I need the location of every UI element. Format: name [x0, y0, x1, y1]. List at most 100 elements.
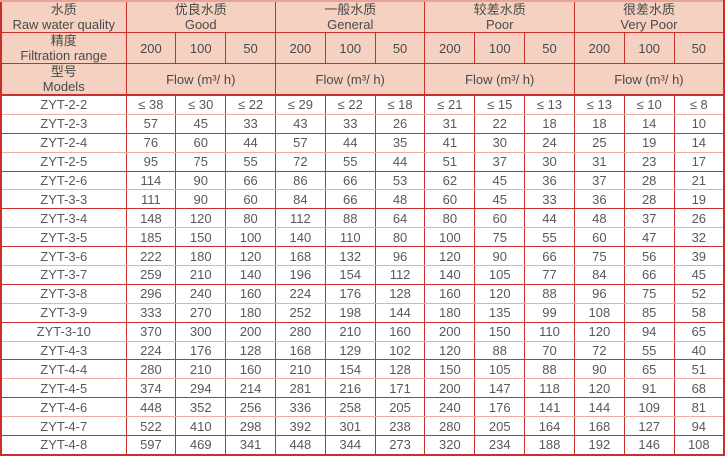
flow-value-cell: 298 [225, 416, 276, 437]
flow-value-cell: 141 [524, 397, 575, 418]
header-flow-label: Flow (m³/ h) [573, 63, 725, 96]
header-row-micron: 精度 Filtration range 200 100 50 200 100 5… [0, 32, 725, 64]
header-group-very-poor-zh: 很差水质 [622, 2, 675, 17]
table-row: ZYT-3-8 296 240 160 224 176 128 160 120 88 96 75 52 [0, 283, 725, 304]
flow-value-cell: 33 [524, 189, 575, 210]
flow-value-cell: 33 [225, 113, 276, 134]
flow-value-cell: 80 [225, 208, 276, 229]
flow-value-cell: 198 [324, 302, 376, 323]
flow-value-cell: ≤ 18 [374, 94, 426, 115]
flow-value-cell: 99 [524, 302, 575, 323]
header-group-good-en: Good [184, 17, 217, 32]
flow-value-cell: 88 [524, 359, 575, 380]
flow-value-cell: 22 [474, 113, 526, 134]
table-row: ZYT-3-9 333 270 180 252 198 144 180 135 99 108 85 58 [0, 302, 725, 323]
flow-value-cell: 100 [225, 227, 276, 248]
flow-value-cell: 341 [225, 435, 276, 456]
table-row: ZYT-4-5 374 294 214 281 216 171 200 147 118 120 91 6… [0, 378, 725, 399]
flow-value-cell: 132 [324, 246, 376, 267]
flow-value-cell: 146 [623, 435, 675, 456]
flow-value-cell: 110 [524, 321, 575, 342]
model-cell: ZYT-3-5 [0, 227, 127, 248]
flow-value-cell: 150 [474, 321, 526, 342]
header-flow-label: Flow (m³/ h) [125, 63, 276, 96]
flow-value-cell: 120 [424, 246, 476, 267]
flow-value-cell: 210 [175, 265, 227, 285]
flow-value-cell: 108 [573, 302, 625, 323]
flow-value-cell: 176 [474, 397, 526, 418]
flow-value-cell: 45 [673, 265, 725, 285]
flow-value-cell: 24 [524, 132, 575, 153]
flow-value-cell: 210 [274, 359, 326, 380]
flow-value-cell: 105 [474, 265, 526, 285]
flow-value-cell: 86 [274, 170, 326, 191]
header-models-en: Models [42, 79, 85, 94]
flow-value-cell: 111 [125, 189, 177, 210]
flow-value-cell: 44 [374, 151, 426, 172]
flow-value-cell: 280 [424, 416, 476, 437]
flow-value-cell: 296 [125, 283, 177, 304]
flow-value-cell: 31 [424, 113, 476, 134]
flow-value-cell: 148 [125, 208, 177, 229]
flow-value-cell: ≤ 10 [623, 94, 675, 115]
flow-value-cell: 84 [274, 189, 326, 210]
header-filtration-range: 精度 Filtration range [0, 32, 127, 64]
flow-value-cell: 168 [573, 416, 625, 437]
header-micron-50: 50 [673, 32, 725, 64]
flow-value-cell: 410 [175, 416, 227, 437]
flow-value-cell: 200 [225, 321, 276, 342]
table-row: ZYT-2-6 114 90 66 86 66 53 62 45 36 37 28 21 [0, 170, 725, 191]
flow-value-cell: 66 [524, 246, 575, 267]
table-row: ZYT-2-2 ≤ 38 ≤ 30 ≤ 22 ≤ 29 ≤ 22 ≤ 18 ≤ 21 ≤ 15 ≤… [0, 94, 725, 115]
flow-value-cell: 21 [673, 170, 725, 191]
flow-value-cell: 66 [623, 265, 675, 285]
flow-value-cell: ≤ 38 [125, 94, 177, 115]
flow-value-cell: 66 [324, 170, 376, 191]
flow-value-cell: 108 [673, 435, 725, 456]
flow-value-cell: 51 [673, 359, 725, 380]
model-cell: ZYT-3-6 [0, 246, 127, 267]
flow-value-cell: 33 [324, 113, 376, 134]
flow-value-cell: 224 [125, 340, 177, 361]
flow-value-cell: 160 [225, 283, 276, 304]
table-row: ZYT-4-7 522 410 298 392 301 238 280 205 164 168 127… [0, 416, 725, 437]
flow-value-cell: 140 [424, 265, 476, 285]
flow-value-cell: 270 [175, 302, 227, 323]
flow-value-cell: 256 [225, 397, 276, 418]
flow-value-cell: 43 [274, 113, 326, 134]
flow-value-cell: 18 [573, 113, 625, 134]
model-cell: ZYT-4-3 [0, 340, 127, 361]
flow-value-cell: 85 [623, 302, 675, 323]
flow-value-cell: 448 [125, 397, 177, 418]
header-micron-50: 50 [524, 32, 575, 64]
flow-value-cell: 281 [274, 378, 326, 399]
flow-value-cell: 171 [374, 378, 426, 399]
flow-value-cell: 30 [474, 132, 526, 153]
flow-value-cell: 36 [573, 189, 625, 210]
flow-value-cell: 19 [673, 189, 725, 210]
flow-value-cell: 94 [673, 416, 725, 437]
flow-value-cell: 234 [474, 435, 526, 456]
table-row: ZYT-2-5 95 75 55 72 55 44 51 37 30 31 23 17 [0, 151, 725, 172]
flow-value-cell: 41 [424, 132, 476, 153]
flow-value-cell: 64 [374, 208, 426, 229]
flow-value-cell: 28 [623, 170, 675, 191]
flow-value-cell: 127 [623, 416, 675, 437]
flow-value-cell: 196 [274, 265, 326, 285]
model-cell: ZYT-2-2 [0, 94, 127, 115]
header-group-poor-en: Poor [485, 17, 514, 32]
header-models: 型号 Models [0, 63, 127, 96]
flow-value-cell: 144 [374, 302, 426, 323]
flow-value-cell: 180 [424, 302, 476, 323]
flow-value-cell: 224 [274, 283, 326, 304]
flow-value-cell: ≤ 13 [524, 94, 575, 115]
flow-value-cell: 28 [623, 189, 675, 210]
flow-value-cell: 180 [225, 302, 276, 323]
flow-value-cell: ≤ 22 [225, 94, 276, 115]
flow-value-cell: 160 [424, 283, 476, 304]
flow-value-cell: 185 [125, 227, 177, 248]
flow-value-cell: 60 [225, 189, 276, 210]
flow-value-cell: 26 [673, 208, 725, 229]
flow-value-cell: 280 [125, 359, 177, 380]
